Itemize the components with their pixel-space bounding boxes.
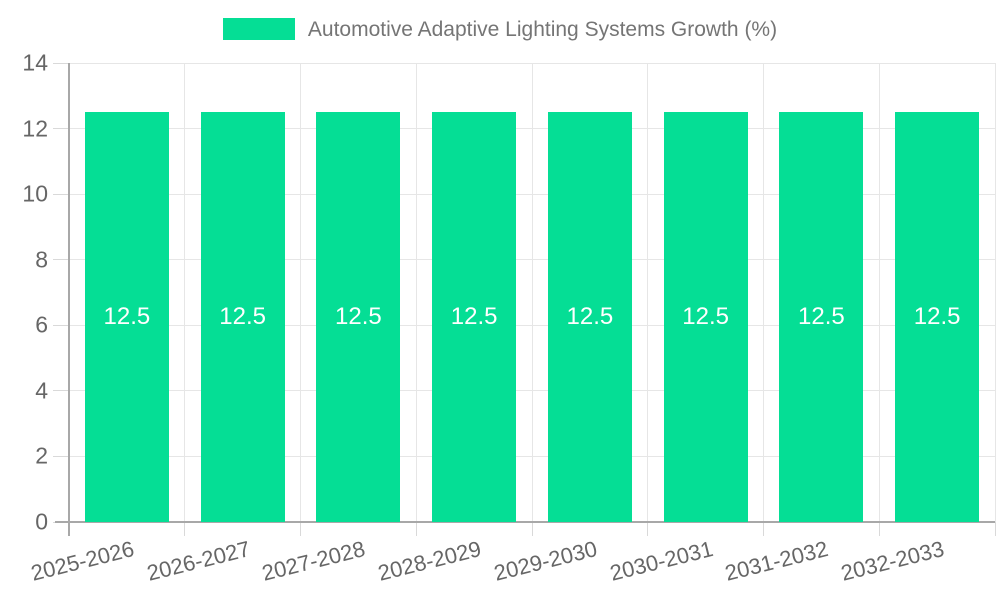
gridline-vertical <box>415 63 417 522</box>
bar[interactable] <box>779 112 864 522</box>
y-axis-tick <box>53 390 69 392</box>
legend-swatch <box>222 18 295 40</box>
bar[interactable] <box>200 112 285 522</box>
y-axis-tick <box>53 324 69 326</box>
x-axis-tick <box>878 522 880 536</box>
chart-legend[interactable]: Automotive Adaptive Lighting Systems Gro… <box>0 18 1000 40</box>
y-axis-tick-label: 14 <box>22 49 48 76</box>
x-axis-category-label: 2032-2033 <box>838 536 947 586</box>
x-axis-category-label: 2026-2027 <box>144 536 253 586</box>
y-axis-tick-label: 10 <box>22 180 48 207</box>
x-axis-tick <box>531 522 533 536</box>
gridline-vertical <box>994 63 996 522</box>
bar[interactable] <box>663 112 748 522</box>
bar[interactable] <box>895 112 980 522</box>
gridline-vertical <box>878 63 880 522</box>
y-axis-tick-label: 0 <box>35 508 48 535</box>
y-axis-tick-label: 2 <box>35 442 48 469</box>
x-axis-category-label: 2031-2032 <box>722 536 831 586</box>
x-axis-tick <box>647 522 649 536</box>
bar-value-label: 12.5 <box>450 303 498 331</box>
bar-value-label: 12.5 <box>913 303 961 331</box>
y-axis-tick <box>53 259 69 261</box>
gridline-vertical <box>763 63 764 522</box>
bar[interactable] <box>547 112 632 522</box>
y-axis-tick <box>53 128 69 130</box>
bar-value-label: 12.5 <box>103 303 151 331</box>
bar[interactable] <box>432 112 517 522</box>
y-axis-tick-label: 8 <box>35 246 48 273</box>
gridline-vertical <box>300 63 301 522</box>
x-axis-category-label: 2030-2031 <box>607 536 716 586</box>
y-axis-tick-label: 6 <box>35 311 48 338</box>
x-axis-tick <box>763 522 764 536</box>
x-axis-category-label: 2029-2030 <box>491 536 600 586</box>
y-axis-tick <box>53 62 69 64</box>
x-axis-line <box>55 521 995 523</box>
x-axis-tick <box>415 522 417 536</box>
x-axis-category-label: 2025-2026 <box>28 536 137 586</box>
y-axis-tick-label: 4 <box>35 377 48 404</box>
x-axis-tick <box>300 522 301 536</box>
bar-value-label: 12.5 <box>798 303 845 331</box>
bar-value-label: 12.5 <box>566 303 614 331</box>
bar-value-label: 12.5 <box>682 303 729 331</box>
x-axis-category-label: 2027-2028 <box>259 536 368 586</box>
bar-value-label: 12.5 <box>219 303 266 331</box>
bar-value-label: 12.5 <box>335 303 382 331</box>
gridline-vertical <box>531 63 533 522</box>
y-axis-tick-label: 12 <box>22 115 48 142</box>
legend-label: Automotive Adaptive Lighting Systems Gro… <box>307 17 778 41</box>
y-axis-tick <box>53 455 69 457</box>
y-axis-line <box>68 63 70 536</box>
gridline-vertical <box>647 63 649 522</box>
y-axis-tick <box>53 193 69 195</box>
x-axis-tick <box>994 522 996 536</box>
x-axis-category-label: 2028-2029 <box>375 536 484 586</box>
x-axis-tick <box>184 522 186 536</box>
bar[interactable] <box>316 112 401 522</box>
gridline-vertical <box>184 63 186 522</box>
bar[interactable] <box>84 112 169 522</box>
